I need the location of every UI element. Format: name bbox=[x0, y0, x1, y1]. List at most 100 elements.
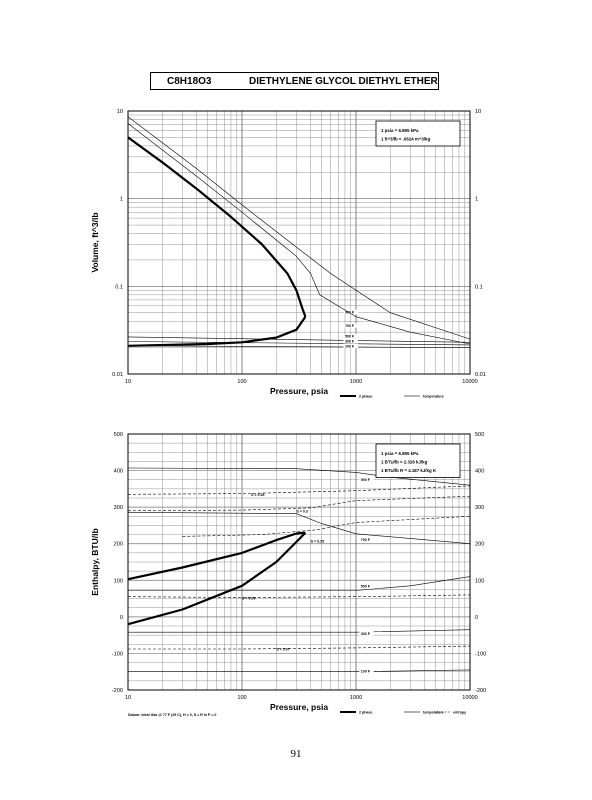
y-tick-label: 300 bbox=[114, 505, 123, 511]
x-axis-label: Pressure, psia bbox=[270, 702, 328, 712]
isotherm-line bbox=[128, 629, 471, 633]
phase-envelope-vapor bbox=[127, 136, 307, 318]
legend-entry: 2 phase bbox=[359, 394, 372, 398]
y-tick-label-right: 0 bbox=[475, 615, 478, 621]
conversion-note-line: 1 psia = 6.895 kPa bbox=[381, 451, 419, 456]
y-tick-label-right: 300 bbox=[475, 505, 484, 511]
isotherm-label: 700 F bbox=[345, 324, 355, 328]
conversion-note-line: 1 ft^3/lb = .0624 m^3/kg bbox=[381, 137, 430, 142]
x-tick-label: 100 bbox=[237, 695, 246, 701]
page-number: 91 bbox=[290, 748, 302, 760]
conversion-note-box bbox=[375, 120, 461, 147]
chart-title-box: C8H18O3 DIETHYLENE GLYCOL DIETHYL ETHER bbox=[150, 72, 439, 90]
entropy-label: S = 0.07 bbox=[276, 648, 290, 652]
isotherm-label-bg bbox=[359, 668, 374, 674]
isotherm-label-bg bbox=[343, 343, 358, 349]
isotherm-label: 900 F bbox=[361, 478, 371, 482]
phase-envelope-liquid bbox=[127, 316, 307, 347]
y-tick-label-right: 1 bbox=[475, 197, 478, 203]
entropy-label: S = 0.3 bbox=[296, 509, 308, 513]
entropy-line bbox=[127, 495, 471, 512]
y-tick-label: 400 bbox=[114, 469, 123, 475]
isotherm-label: 100 F bbox=[345, 344, 355, 348]
y-tick-label: -200 bbox=[112, 688, 123, 694]
plot-frame bbox=[127, 433, 471, 691]
compound-name: DIETHYLENE GLYCOL DIETHYL ETHER bbox=[249, 76, 438, 87]
y-tick-label: 0.01 bbox=[112, 372, 123, 378]
isotherm-label: 100 F bbox=[361, 670, 371, 674]
isotherm-line bbox=[127, 336, 471, 343]
y-tick-label-right: 10 bbox=[475, 109, 481, 115]
x-tick-label: 10000 bbox=[462, 379, 478, 385]
isotherm-label: 300 F bbox=[361, 632, 371, 636]
y-tick-label: 0.1 bbox=[115, 284, 123, 290]
phase-envelope-vapor bbox=[127, 531, 306, 581]
conversion-note-line: 1 psia = 6.895 kPa bbox=[381, 128, 419, 133]
isotherm-label-bg bbox=[343, 333, 358, 339]
legend-entry: entropy bbox=[453, 710, 466, 714]
isotherm-label: 700 F bbox=[361, 538, 371, 542]
y-tick-label: 10 bbox=[117, 109, 123, 115]
isotherm-line bbox=[127, 345, 471, 348]
y-tick-label-right: -200 bbox=[475, 688, 486, 694]
legend-entry: 2 phase bbox=[359, 710, 372, 714]
isotherm-label: 300 F bbox=[345, 339, 355, 343]
x-tick-label: 1000 bbox=[350, 379, 362, 385]
isotherm-label: 500 F bbox=[361, 585, 371, 589]
y-axis-label: Enthalpy, BTU/lb bbox=[90, 528, 100, 595]
legend-entry: temperature bbox=[423, 710, 444, 714]
entropy-line bbox=[127, 485, 471, 495]
y-tick-label-right: 400 bbox=[475, 469, 484, 475]
isotherm-line bbox=[127, 512, 471, 544]
y-tick-label: 200 bbox=[114, 542, 123, 548]
legend-entry: temperature bbox=[423, 394, 444, 398]
isotherm-label-bg bbox=[359, 583, 374, 589]
chart-2: 10 100 1000 10000-200-1000100200300400500-2… bbox=[90, 432, 486, 717]
datum-note: Datum: Ideal Gas @ 77 F (25 C), H = 0, S… bbox=[128, 713, 216, 717]
entropy-label: S = 0.36 bbox=[251, 493, 265, 497]
isotherm-label: 500 F bbox=[345, 335, 355, 339]
isotherm-label-bg bbox=[359, 631, 374, 636]
y-tick-label-right: 200 bbox=[475, 542, 484, 548]
y-tick-label-right: 0.01 bbox=[475, 372, 486, 378]
x-tick-label: 10 bbox=[125, 379, 131, 385]
y-tick-label: 0 bbox=[120, 615, 123, 621]
grid bbox=[127, 110, 471, 375]
y-tick-label-right: -100 bbox=[475, 651, 486, 657]
isotherm-line bbox=[127, 123, 471, 345]
y-axis-label: Volume, ft^3/lb bbox=[90, 212, 100, 272]
isotherm-label-bg bbox=[343, 323, 358, 328]
isotherm-label: 900 F bbox=[345, 311, 355, 315]
x-tick-label: 10 bbox=[125, 695, 131, 701]
x-tick-label: 10000 bbox=[462, 695, 478, 701]
chart-1: 10 100 1000 100000.010.11100.010.1110Pressu… bbox=[90, 109, 486, 398]
y-tick-label: -100 bbox=[112, 651, 123, 657]
isotherm-label-bg bbox=[359, 537, 374, 542]
conversion-note-line: 1 BTU/lb R = 4.187 kJ/kg K bbox=[381, 468, 437, 473]
phase-envelope-liquid bbox=[127, 531, 307, 626]
isotherm-line bbox=[128, 669, 471, 672]
isotherm-label-bg bbox=[359, 477, 374, 482]
y-tick-label: 500 bbox=[114, 432, 123, 438]
isotherm-line bbox=[127, 467, 471, 486]
x-tick-label: 1000 bbox=[350, 695, 362, 701]
entropy-line bbox=[127, 594, 471, 598]
x-axis-label: Pressure, psia bbox=[270, 386, 328, 396]
conversion-note-line: 1 BTU/lb = 2.326 kJ/kg bbox=[381, 460, 428, 465]
y-tick-label-right: 100 bbox=[475, 578, 484, 584]
conversion-note-box bbox=[375, 443, 461, 478]
plot-frame bbox=[127, 110, 471, 375]
y-tick-label-right: 500 bbox=[475, 432, 484, 438]
y-tick-label: 100 bbox=[114, 578, 123, 584]
entropy-label: S = 0.09 bbox=[242, 596, 256, 600]
y-tick-label-right: 0.1 bbox=[475, 284, 483, 290]
entropy-line bbox=[182, 516, 471, 537]
y-tick-label: 1 bbox=[120, 197, 123, 203]
x-tick-label: 100 bbox=[237, 379, 246, 385]
isotherm-label-bg bbox=[343, 338, 358, 343]
entropy-line bbox=[128, 645, 471, 650]
isotherm-line bbox=[127, 341, 471, 346]
chemical-formula: C8H18O3 bbox=[167, 76, 212, 87]
isotherm-line bbox=[128, 576, 471, 591]
